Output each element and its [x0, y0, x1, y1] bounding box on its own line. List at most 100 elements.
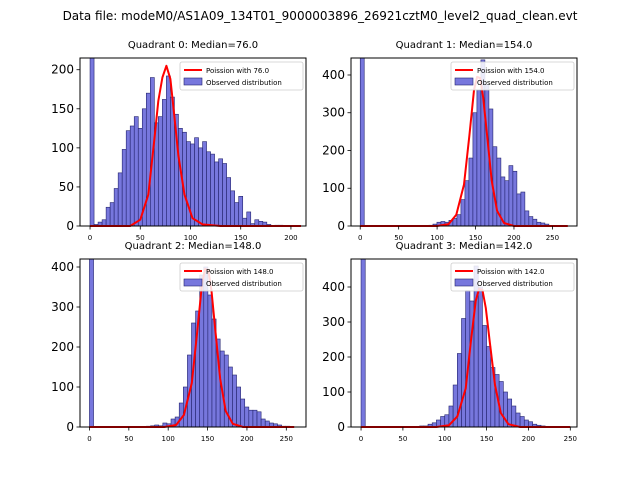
x-tick-label: 0 — [88, 234, 92, 242]
histogram-bar — [242, 217, 248, 227]
x-tick-label: 250 — [564, 435, 577, 443]
histogram-bar — [504, 180, 510, 227]
x-tick-label: 150 — [234, 234, 247, 242]
x-tick-label: 50 — [124, 435, 133, 443]
histogram-bar — [218, 158, 223, 227]
y-axis-ticks: 0 100 200 300 400 — [322, 68, 351, 233]
y-tick-label: 100 — [322, 181, 345, 195]
x-tick-label: 200 — [522, 435, 535, 443]
histogram-bar — [117, 172, 123, 227]
legend-box — [450, 262, 575, 292]
y-axis-ticks: 0 100 200 300 400 — [322, 280, 351, 434]
x-axis-ticks: 0 50 100 150 200 — [88, 226, 298, 242]
x-tick-label: 200 — [507, 234, 520, 242]
histogram-bar — [461, 318, 466, 428]
histogram-bar — [206, 151, 211, 227]
histogram-bar-zero — [360, 258, 366, 428]
y-axis-ticks: 0 50 100 150 200 — [51, 63, 80, 233]
histogram-bar — [109, 202, 115, 227]
y-tick-label: 200 — [51, 340, 74, 354]
x-tick-label: 150 — [480, 435, 493, 443]
subplot-title: Quadrant 2: Median=148.0 — [125, 241, 262, 252]
y-tick-label: 150 — [51, 102, 74, 116]
histogram-bar — [523, 419, 529, 428]
histogram-bar — [472, 112, 478, 227]
histogram-bar — [198, 147, 203, 227]
subplot-title: Quadrant 0: Median=76.0 — [128, 40, 258, 51]
histogram-bar — [113, 188, 119, 227]
histogram-bar — [528, 216, 534, 227]
histogram-bar-zero — [359, 57, 365, 227]
histogram-bar — [222, 163, 227, 227]
histogram-bar — [456, 214, 462, 227]
x-tick-label: 0 — [359, 435, 363, 443]
histogram-bar — [511, 405, 517, 428]
subplot-grid: Quadrant 0: Median=76.0 0 50 100 150 200 0 50 10… — [51, 40, 578, 443]
histogram-bar — [524, 210, 530, 227]
y-tick-label: 0 — [337, 219, 345, 233]
histogram-bar — [248, 409, 254, 428]
legend-box — [450, 61, 575, 91]
x-tick-label: 100 — [438, 435, 451, 443]
histogram-bar — [145, 92, 151, 227]
subplot-title: Quadrant 1: Median=154.0 — [396, 40, 533, 51]
legend-model-label: Poission with 142.0 — [477, 268, 545, 276]
x-tick-label: 150 — [201, 435, 214, 443]
x-tick-label: 0 — [358, 234, 362, 242]
histogram-bar — [240, 398, 246, 428]
legend-observed-swatch — [454, 278, 474, 287]
legend-model-label: Poission with 76.0 — [206, 67, 269, 75]
histogram-bar — [516, 193, 522, 227]
x-tick-label: 100 — [162, 435, 175, 443]
legend: Poission with 142.0 Observed distribution — [450, 262, 575, 292]
histogram-bar — [210, 153, 215, 227]
histogram-bar — [468, 157, 474, 227]
axes-frame — [350, 57, 578, 227]
y-axis-ticks: 0 100 200 300 400 — [51, 260, 80, 434]
legend-observed-label: Observed distribution — [206, 79, 282, 87]
x-tick-label: 200 — [284, 234, 297, 242]
histogram-bar — [482, 325, 487, 428]
histogram-bar — [137, 128, 143, 227]
histogram-bars — [89, 57, 284, 227]
histogram-bar-zero — [89, 57, 95, 227]
x-axis-ticks: 0 50 100 150 200 250 — [87, 427, 293, 443]
histogram-bar — [508, 165, 514, 227]
histogram-bar — [512, 170, 518, 227]
histogram-bar — [158, 116, 163, 227]
legend-observed-label: Observed distribution — [477, 79, 553, 87]
y-tick-label: 100 — [51, 380, 74, 394]
y-tick-label: 400 — [322, 280, 345, 294]
legend: Poission with 76.0 Observed distribution — [179, 61, 304, 91]
legend: Poission with 154.0 Observed distribution — [450, 61, 575, 91]
legend-box — [179, 262, 304, 292]
histogram-bar — [234, 202, 240, 227]
y-tick-label: 0 — [66, 219, 74, 233]
subplot-quadrant-3: Quadrant 3: Median=142.00 50 100 150 200 2500… — [322, 241, 578, 443]
y-tick-label: 400 — [322, 68, 345, 82]
histogram-bar — [129, 125, 135, 227]
histogram-bar — [125, 130, 131, 227]
histogram-bar — [121, 149, 127, 227]
x-tick-label: 250 — [280, 435, 293, 443]
histogram-bar — [230, 190, 235, 227]
histogram-bar — [244, 406, 250, 428]
legend-observed-label: Observed distribution — [206, 280, 282, 288]
y-tick-label: 100 — [51, 141, 74, 155]
legend-observed-swatch — [183, 278, 203, 287]
histogram-bar — [166, 75, 171, 227]
y-tick-label: 50 — [59, 180, 74, 194]
histogram-bar — [532, 218, 538, 227]
histogram-bar — [460, 199, 466, 227]
histogram-bar — [260, 418, 266, 428]
y-tick-label: 300 — [322, 106, 345, 120]
histogram-bar — [232, 374, 237, 428]
axes-frame — [79, 258, 307, 428]
histogram-bar — [486, 346, 492, 428]
histogram-bar — [236, 386, 241, 428]
histogram-bar — [256, 411, 262, 428]
x-tick-label: 50 — [136, 234, 145, 242]
x-tick-label: 100 — [184, 234, 197, 242]
histogram-bar — [246, 211, 252, 227]
